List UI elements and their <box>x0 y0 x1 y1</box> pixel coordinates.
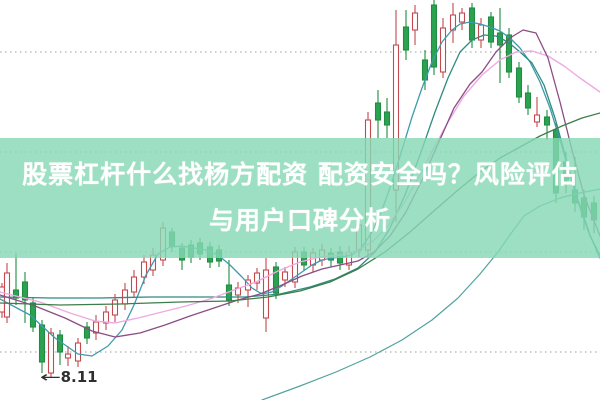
candle-down <box>515 62 523 103</box>
candle-up <box>533 97 541 127</box>
candle-up <box>121 283 129 310</box>
candle-body <box>206 246 214 263</box>
candle-body <box>102 311 110 324</box>
candle-body <box>64 353 72 359</box>
candle-body <box>92 321 100 334</box>
candle-up <box>159 222 167 266</box>
candle-up <box>439 18 447 78</box>
candle-body <box>439 27 447 73</box>
candle-body <box>130 276 138 293</box>
candle-body <box>300 251 308 266</box>
candle-up <box>92 315 100 340</box>
candle-up <box>64 346 72 366</box>
candle-down <box>524 85 532 115</box>
ma-teal <box>0 34 600 299</box>
candle-body <box>318 249 326 261</box>
candle-down <box>178 243 186 270</box>
candle-body <box>111 299 119 316</box>
candle-up <box>47 328 55 378</box>
ma-pink <box>0 50 600 324</box>
candle-body <box>543 116 551 126</box>
candle-down <box>430 0 438 75</box>
candle-up <box>411 5 419 45</box>
candle-body <box>374 102 382 121</box>
candle-body <box>487 16 495 43</box>
candle-down <box>487 12 495 48</box>
candle-body <box>458 12 466 23</box>
candle-down <box>83 322 91 344</box>
candle-down <box>383 98 391 138</box>
candle-down <box>552 123 560 203</box>
candle-body <box>3 272 11 318</box>
candle-down <box>206 242 214 268</box>
candle-up <box>449 3 457 43</box>
candle-up <box>477 18 485 48</box>
candle-body <box>364 119 372 251</box>
candle-up <box>102 306 110 330</box>
candle-body <box>552 129 560 194</box>
candle-body <box>38 324 46 363</box>
candle-body <box>402 26 410 51</box>
candle-down <box>29 298 37 332</box>
candle-down <box>300 247 308 271</box>
candle-body <box>477 24 485 41</box>
candle-up <box>345 246 353 270</box>
candle-body <box>272 266 280 294</box>
candle-up <box>392 10 400 222</box>
candle-down <box>402 10 410 60</box>
candle-body <box>159 227 167 261</box>
candle-up <box>291 247 299 288</box>
ma-lines <box>0 21 600 400</box>
candle-body <box>253 272 261 284</box>
ma-slow-teal <box>261 188 600 400</box>
low-price-label: 8.11 <box>60 368 98 386</box>
candle-down <box>187 240 195 263</box>
candle-body <box>468 7 476 41</box>
candle-up <box>318 244 326 266</box>
candle-up <box>130 270 138 298</box>
candle-up <box>111 294 119 322</box>
low-price-annotation: ← 8.11 <box>40 368 98 386</box>
candle-body <box>515 67 523 98</box>
candle-body <box>83 326 91 339</box>
candle-down <box>56 330 64 365</box>
candle-up <box>253 268 261 290</box>
candle-body <box>355 224 363 251</box>
candle-down <box>168 228 176 252</box>
candle-body <box>411 12 419 31</box>
left-arrow-icon: ← <box>40 368 62 386</box>
candle-body <box>21 281 29 301</box>
candle-down <box>272 262 280 299</box>
candle-down <box>38 320 46 373</box>
candle-body <box>168 231 176 247</box>
candle-down <box>374 90 382 138</box>
candle-up <box>244 275 252 307</box>
candle-body <box>47 332 55 374</box>
gridlines <box>0 51 600 353</box>
candle-body <box>533 114 541 123</box>
candle-body <box>281 271 289 281</box>
candle-body <box>12 289 20 299</box>
candle-body <box>178 247 186 261</box>
candle-down <box>543 110 551 140</box>
candle-down <box>225 260 233 306</box>
candle-up <box>458 8 466 30</box>
candle-body <box>56 334 64 353</box>
candle-body <box>430 4 438 68</box>
candle-body <box>383 111 391 126</box>
candle-body <box>524 92 532 109</box>
candle-body <box>140 261 148 278</box>
